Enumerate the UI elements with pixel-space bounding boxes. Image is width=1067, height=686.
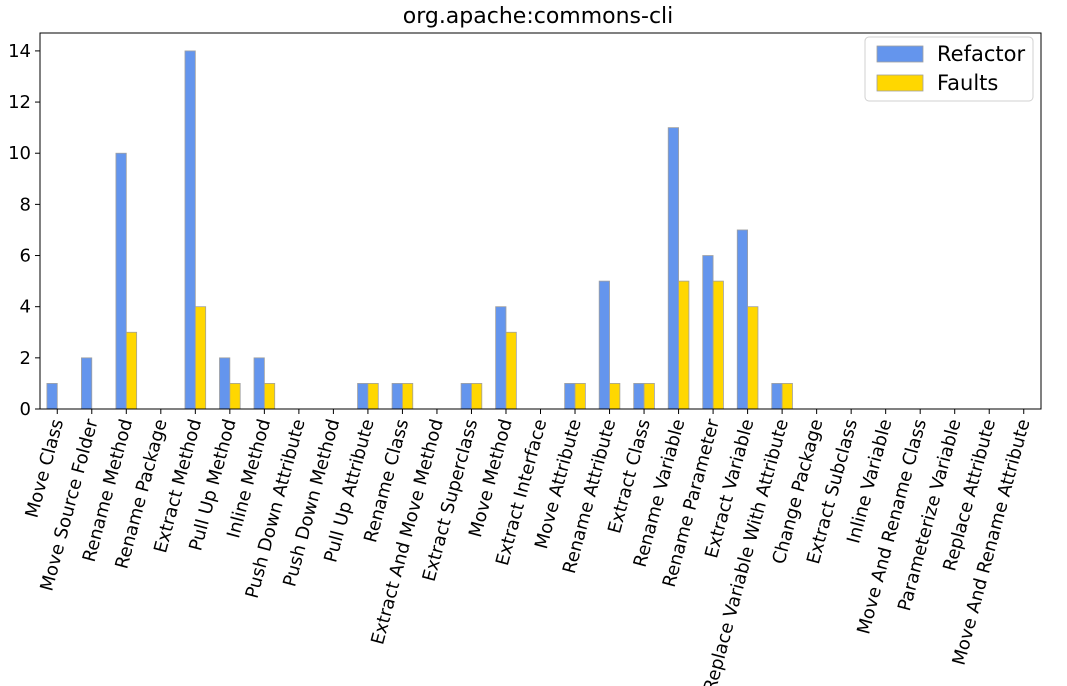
bar-refactor-2 [115,152,127,410]
bar-faults-6 [263,383,276,410]
bar-refactor-12 [460,383,472,410]
bar-faults-21 [781,383,793,410]
bar-refactor-1 [81,357,93,410]
legend-swatch-refactor [876,45,924,63]
y-tick-label: 8 [20,194,31,215]
bar-refactor-21 [771,383,783,410]
bar-faults-18 [678,280,690,410]
bar-faults-17 [643,383,655,410]
bar-faults-12 [471,383,483,410]
plot-frame [39,32,1042,410]
chart-title: org.apache:commons-cli [403,4,674,29]
bar-faults-16 [609,383,621,410]
bar-refactor-18 [667,127,679,410]
bar-faults-19 [712,280,724,410]
bar-faults-9 [367,383,379,410]
y-tick-label: 6 [20,246,31,267]
y-tick-label: 10 [8,143,31,164]
bar-refactor-6 [253,357,265,410]
bar-refactor-19 [702,255,714,410]
bar-refactor-16 [598,280,610,410]
bar-refactor-17 [633,383,645,410]
y-tick-label: 4 [20,297,31,318]
bar-faults-10 [402,383,414,410]
y-tick-label: 14 [8,41,31,62]
legend: Refactor Faults [864,36,1034,102]
bar-refactor-0 [46,383,58,410]
bar-refactor-13 [495,306,507,410]
bar-faults-20 [747,306,759,410]
y-tick-label: 0 [20,399,31,420]
legend-label-faults: Faults [937,71,998,95]
bar-refactor-15 [564,383,576,410]
bars-group [46,50,793,410]
bar-refactor-4 [184,50,196,410]
bar-faults-5 [229,383,241,410]
legend-swatch-faults [876,74,924,92]
legend-label-refactor: Refactor [937,42,1025,66]
y-tick-label: 2 [20,348,31,369]
bar-refactor-10 [391,383,403,410]
y-axis: 0 2 4 6 8 10 12 14 [8,41,40,420]
bar-refactor-5 [219,357,231,410]
bar-faults-15 [574,383,586,410]
bar-faults-2 [125,331,138,410]
bar-faults-13 [505,331,517,410]
bar-refactor-9 [357,383,369,410]
bar-faults-4 [194,306,207,410]
bar-refactor-20 [736,229,749,410]
y-tick-label: 12 [8,92,31,113]
